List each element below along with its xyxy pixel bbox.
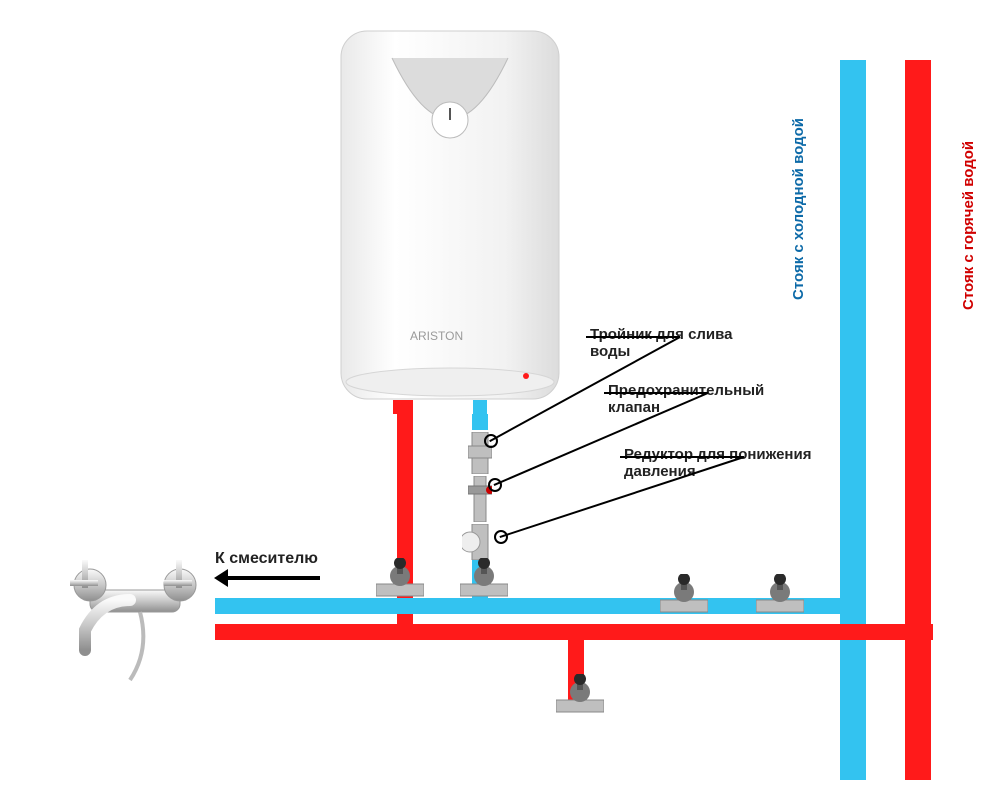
ball-valve-1 xyxy=(376,558,424,598)
pressure-reducer xyxy=(462,524,498,560)
ball-valve-3 xyxy=(660,574,708,614)
cold-riser-label: Стояк с холодной водой xyxy=(790,118,807,300)
ball-valve-5 xyxy=(556,674,604,714)
mixer-label: К смесителю xyxy=(215,550,318,568)
ball-valve-4 xyxy=(756,574,804,614)
callout-tee: Тройник для слива воды xyxy=(590,326,733,361)
pipe-hot_horiz xyxy=(215,624,933,640)
water-heater: ARISTON xyxy=(340,30,560,400)
pipe-cold_stub xyxy=(472,414,488,430)
mixer-arrow xyxy=(228,576,320,580)
callout-safety: Предохранительный клапан xyxy=(608,382,764,417)
mixer-faucet xyxy=(30,540,220,690)
leader-reducer xyxy=(500,456,745,538)
hot-riser-label: Стояк с горячей водой xyxy=(960,141,977,310)
anchor-safety xyxy=(488,478,502,492)
ball-valve-2 xyxy=(460,558,508,598)
cold-riser xyxy=(840,60,866,780)
svg-text:ARISTON: ARISTON xyxy=(410,329,463,343)
anchor-tee xyxy=(484,434,498,448)
anchor-reducer xyxy=(494,530,508,544)
hot-riser xyxy=(905,60,931,780)
